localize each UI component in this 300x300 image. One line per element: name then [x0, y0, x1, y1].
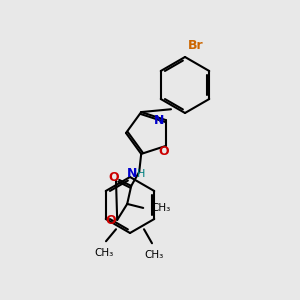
Text: O: O — [158, 146, 169, 158]
Text: H: H — [137, 169, 146, 179]
Text: N: N — [154, 114, 164, 127]
Text: O: O — [105, 214, 116, 227]
Text: CH₃: CH₃ — [151, 203, 170, 213]
Text: N: N — [127, 167, 137, 180]
Text: CH₃: CH₃ — [94, 248, 114, 258]
Text: O: O — [108, 171, 119, 184]
Text: CH₃: CH₃ — [144, 250, 164, 260]
Text: Br: Br — [188, 39, 204, 52]
